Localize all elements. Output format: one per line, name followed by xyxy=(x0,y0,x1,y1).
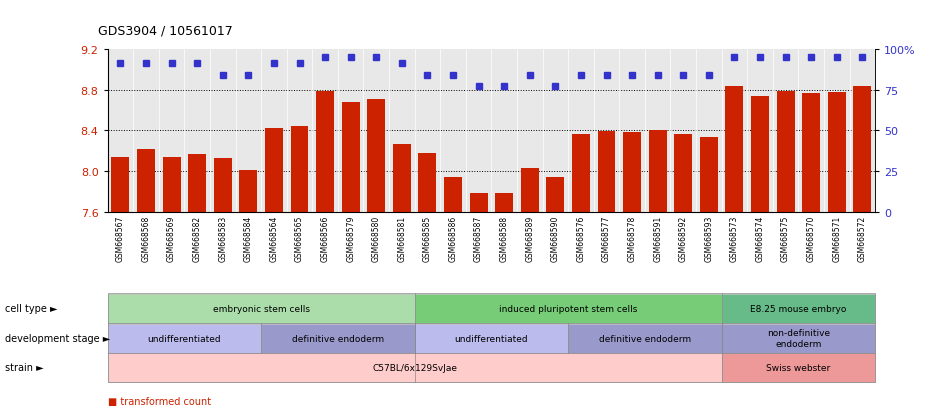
Text: undifferentiated: undifferentiated xyxy=(148,334,221,343)
Bar xyxy=(393,145,411,213)
Bar xyxy=(700,137,718,213)
Bar xyxy=(188,154,206,213)
Text: induced pluripotent stem cells: induced pluripotent stem cells xyxy=(499,304,637,313)
Text: cell type ►: cell type ► xyxy=(5,303,57,313)
Bar xyxy=(725,87,743,213)
Text: non-definitive
endoderm: non-definitive endoderm xyxy=(767,329,830,348)
Text: development stage ►: development stage ► xyxy=(5,333,110,343)
Text: strain ►: strain ► xyxy=(5,363,43,373)
Bar xyxy=(854,87,871,213)
Bar xyxy=(649,131,666,213)
Bar xyxy=(111,158,129,213)
Bar xyxy=(547,178,564,213)
Text: embryonic stem cells: embryonic stem cells xyxy=(212,304,310,313)
Text: definitive endoderm: definitive endoderm xyxy=(599,334,691,343)
Bar xyxy=(623,133,641,213)
Bar xyxy=(418,154,436,213)
Bar xyxy=(213,159,232,213)
Text: GDS3904 / 10561017: GDS3904 / 10561017 xyxy=(98,24,233,37)
Bar xyxy=(827,93,846,213)
Bar xyxy=(495,193,513,213)
Bar xyxy=(290,127,309,213)
Text: E8.25 mouse embryo: E8.25 mouse embryo xyxy=(751,304,846,313)
Bar xyxy=(520,169,539,213)
Bar xyxy=(470,193,488,213)
Bar xyxy=(240,171,257,213)
Bar xyxy=(751,97,769,213)
Text: undifferentiated: undifferentiated xyxy=(455,334,528,343)
Bar xyxy=(444,178,462,213)
Bar xyxy=(316,91,334,213)
Bar xyxy=(163,158,181,213)
Text: C57BL/6x129SvJae: C57BL/6x129SvJae xyxy=(373,363,457,373)
Bar xyxy=(777,91,795,213)
Bar xyxy=(572,134,590,213)
Bar xyxy=(265,129,283,213)
Bar xyxy=(802,93,820,213)
Text: Swiss webster: Swiss webster xyxy=(767,363,830,373)
Bar xyxy=(137,150,155,213)
Bar xyxy=(597,132,616,213)
Bar xyxy=(367,100,386,213)
Bar xyxy=(674,134,693,213)
Bar xyxy=(342,102,359,213)
Text: ■ transformed count: ■ transformed count xyxy=(108,396,211,406)
Text: definitive endoderm: definitive endoderm xyxy=(292,334,384,343)
